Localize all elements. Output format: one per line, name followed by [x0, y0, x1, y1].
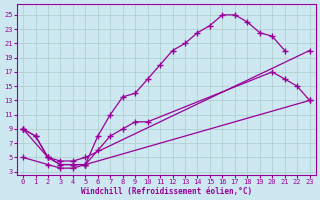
X-axis label: Windchill (Refroidissement éolien,°C): Windchill (Refroidissement éolien,°C) [81, 187, 252, 196]
